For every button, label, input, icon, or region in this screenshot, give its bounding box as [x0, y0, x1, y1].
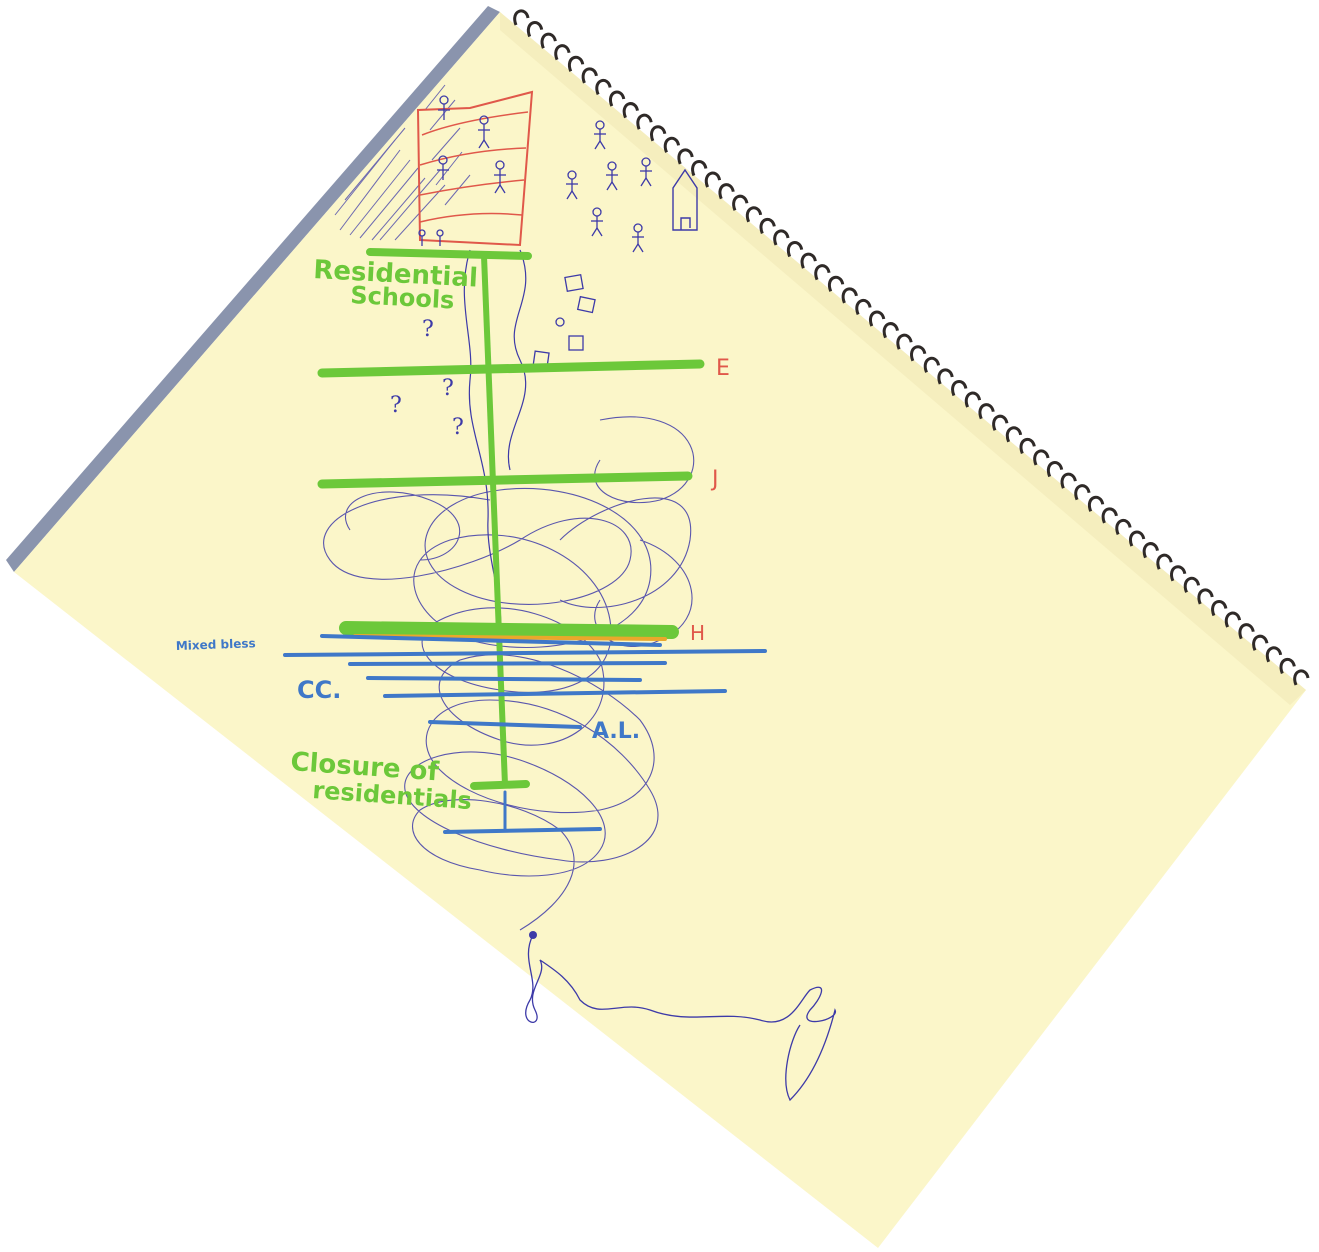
spiral-ring	[951, 380, 968, 397]
house-drawing	[672, 168, 698, 231]
spiral-ring	[581, 67, 598, 84]
question-mark-2: ?	[442, 376, 454, 401]
spiral-ring	[1265, 646, 1283, 663]
spiral-ring	[896, 333, 913, 350]
spiral-ring	[786, 241, 804, 258]
question-mark-4: ?	[452, 415, 464, 440]
spiral-ring	[567, 55, 585, 72]
spiral-ring	[622, 102, 639, 119]
spiral-ring	[704, 171, 722, 188]
spiral-ring	[663, 136, 681, 153]
spiral-ring	[910, 345, 927, 362]
spiral-ring	[1156, 553, 1173, 570]
spiral-ring	[1142, 542, 1159, 559]
notebook-cover-edge	[6, 6, 500, 572]
spiral-ring	[677, 148, 694, 165]
spiral-ring	[1019, 437, 1036, 454]
spiral-ring	[1170, 565, 1187, 582]
spiral-ring	[540, 32, 557, 49]
spiral-ring	[1238, 623, 1255, 640]
spiral-ring	[759, 217, 776, 234]
spiral-ring	[745, 206, 763, 223]
spiral-ring	[1087, 495, 1105, 512]
spiral-ring	[964, 391, 982, 408]
spiral-ring	[1279, 657, 1296, 674]
spiral-ring	[1252, 634, 1269, 651]
spiral-ring	[718, 183, 735, 200]
spiral-ring	[595, 78, 612, 96]
spiral-ring	[1074, 484, 1091, 501]
spiral-ring	[526, 21, 544, 38]
spiral-ring	[869, 310, 886, 327]
spiral-ring	[992, 414, 1009, 431]
spiral-ring	[1197, 588, 1214, 605]
spiral-ring	[650, 125, 667, 142]
spiral-ring	[636, 113, 653, 130]
spiral-ring	[1115, 518, 1132, 536]
question-marks: ? ? ? ?	[390, 317, 464, 440]
blue-small-label: Mixed bless	[176, 636, 256, 653]
spiral-ring	[1211, 600, 1228, 617]
spiral-ring	[1060, 472, 1077, 489]
marker-j-label: J	[710, 467, 719, 492]
spiral-ring	[800, 252, 817, 269]
spiral-ring	[882, 322, 899, 339]
spiral-ring	[554, 44, 571, 61]
residential-school-drawing	[334, 84, 534, 247]
question-mark-1: ?	[422, 317, 434, 342]
spiral-ring	[1293, 669, 1310, 686]
pen-figure-head	[529, 931, 537, 939]
al-label: A.L.	[592, 719, 640, 744]
spiral-ring	[827, 275, 845, 292]
spiral-ring	[855, 298, 872, 316]
spiral-ring	[841, 287, 858, 304]
cc-label: CC.	[297, 676, 341, 704]
marker-h-label: H	[690, 621, 705, 645]
green-vertical-line	[481, 255, 508, 786]
residential-label-line2: Schools	[350, 281, 455, 314]
spiral-ring	[513, 9, 530, 26]
red-frame	[416, 90, 534, 247]
question-mark-3: ?	[390, 393, 402, 418]
stick-figures	[566, 120, 652, 253]
green-bars	[317, 248, 705, 790]
page-shading	[500, 12, 1306, 705]
trailing-pen-line	[525, 934, 836, 1102]
spiral-ring	[691, 160, 708, 177]
spiral-ring	[1033, 449, 1050, 466]
spiral-binding	[513, 9, 1310, 686]
spiral-ring	[978, 403, 995, 420]
spiral-ring	[773, 229, 790, 246]
spiral-ring	[1101, 507, 1118, 524]
spiral-ring	[937, 368, 954, 385]
spiral-ring	[1183, 576, 1201, 593]
blue-bars	[283, 634, 767, 834]
spiral-ring	[1005, 426, 1023, 443]
spiral-ring	[1224, 611, 1242, 628]
spiral-ring	[923, 356, 941, 373]
spiral-ring	[732, 194, 749, 211]
tangled-scribble	[323, 416, 695, 931]
spiral-ring	[1046, 461, 1064, 478]
marker-e-label: E	[716, 356, 730, 381]
spiral-ring	[1129, 530, 1146, 547]
spiral-ring	[609, 90, 626, 107]
spiral-ring	[814, 264, 831, 281]
